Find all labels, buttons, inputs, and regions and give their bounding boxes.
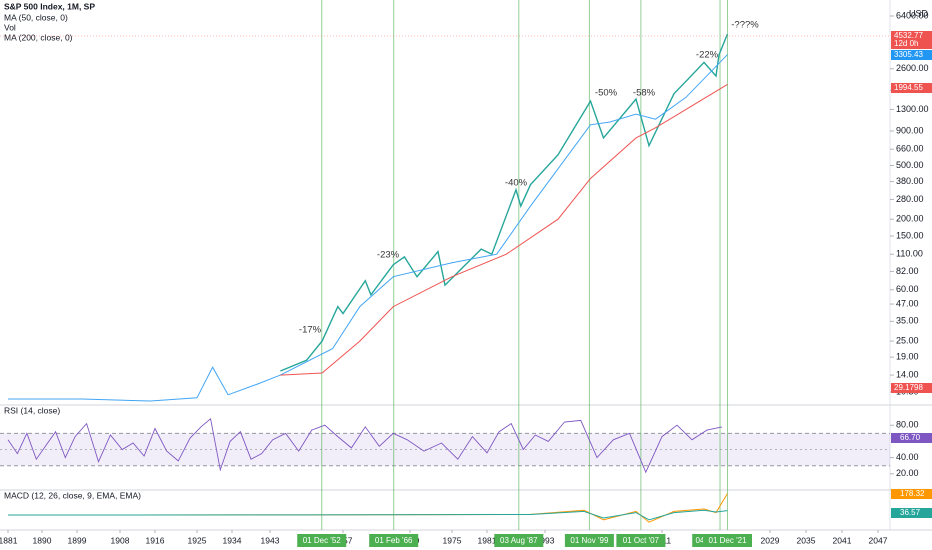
y-tick-label: 660.00: [896, 144, 924, 154]
rsi-title: RSI (14, close): [4, 405, 60, 415]
rsi-tick-label: 20.00: [896, 468, 919, 478]
date-label-bg: [494, 534, 544, 547]
annotation: -???%: [731, 20, 759, 31]
price-line: [280, 33, 729, 372]
macd-badge: [891, 489, 932, 499]
price-badge: [891, 383, 932, 393]
x-tick-label: 2041: [833, 535, 852, 545]
y-tick-label: 47.00: [896, 298, 919, 308]
x-tick-label: 1981: [478, 535, 497, 545]
y-tick-label: 82.00: [896, 266, 919, 276]
legend-title: S&P 500 Index, 1M, SP: [4, 1, 95, 11]
y-tick-label: 900.00: [896, 125, 924, 135]
macd-badge-label: 178.32: [900, 489, 925, 498]
y-tick-label: 35.00: [896, 316, 919, 326]
annotation: -22%: [696, 50, 719, 61]
date-label: 01 Oct '07: [623, 536, 660, 545]
x-tick-label: 2047: [869, 535, 888, 545]
y-tick-label: 6400.00: [896, 10, 929, 20]
date-label-bg: [616, 534, 666, 547]
x-tick-label: 2029: [761, 535, 780, 545]
y-tick-label: 60.00: [896, 284, 919, 294]
date-label-bg: [297, 534, 347, 547]
date-label: 01 Dec '52: [303, 536, 342, 545]
rsi-tick-label: 40.00: [896, 452, 919, 462]
legend-entry: MA (200, close, 0): [4, 32, 73, 42]
date-label-bg: [703, 534, 753, 547]
x-tick-label: 1943: [261, 535, 280, 545]
y-tick-label: 380.00: [896, 176, 924, 186]
y-tick-label: 110.00: [896, 249, 923, 259]
price-badge: [891, 50, 932, 60]
macd-line: [7, 509, 728, 521]
y-tick-label: 2600.00: [896, 63, 929, 73]
date-label: 01 Feb '66: [375, 536, 413, 545]
y-tick-label: 200.00: [896, 214, 924, 224]
annotation: -17%: [299, 325, 322, 336]
price-badge: [891, 39, 932, 49]
y-tick-label: 14.00: [896, 369, 919, 379]
macd-badge-label: 36.57: [900, 508, 921, 517]
rsi-tick-label: 80.00: [896, 420, 919, 430]
price-badge-label: 1994.55: [894, 83, 923, 92]
macd-badge: [891, 508, 932, 518]
x-tick-label: 1908: [111, 535, 130, 545]
legend-entry: MA (50, close, 0): [4, 12, 68, 22]
x-tick-label: 1993: [536, 535, 555, 545]
rsi-line: [7, 417, 723, 474]
y-tick-label: 280.00: [896, 194, 924, 204]
y-tick-label: 19.00: [896, 352, 919, 362]
price-badge-label: 4532.77: [894, 31, 923, 40]
date-label: 01 Dec '21: [709, 536, 748, 545]
x-tick-label: 1899: [68, 535, 87, 545]
macd-title: MACD (12, 26, close, 9, EMA, EMA): [4, 490, 141, 500]
moving-average: [280, 83, 728, 376]
price-badge-label: 12d 0h: [894, 39, 918, 48]
x-tick-label: 1925: [188, 535, 207, 545]
legend-entry: Vol: [4, 22, 16, 32]
y-tick-label: 500.00: [896, 160, 924, 170]
x-tick-label: 1890: [33, 535, 52, 545]
price-badge-label: 3305.43: [894, 50, 923, 59]
x-tick-label: 1975: [443, 535, 462, 545]
price-badge-label: 29.1798: [894, 383, 923, 392]
date-label: 03 Aug '87: [500, 536, 538, 545]
rsi-badge: [891, 433, 932, 443]
annotation: -50%: [595, 88, 618, 99]
price-badge: [891, 83, 932, 93]
y-tick-label: 150.00: [896, 230, 924, 240]
x-tick-label: 1881: [0, 535, 18, 545]
x-tick-label: 2035: [797, 535, 816, 545]
date-label-bg: [564, 534, 614, 547]
rsi-badge-label: 66.70: [900, 433, 921, 442]
x-tick-label: 1934: [223, 535, 242, 545]
price-badge: [891, 31, 932, 41]
x-tick-label: 1916: [146, 535, 165, 545]
moving-average: [8, 54, 728, 402]
annotation: -23%: [377, 250, 400, 261]
currency: USD: [909, 8, 929, 18]
date-label-bg: [369, 534, 419, 547]
annotation: -40%: [505, 178, 528, 189]
annotation: -58%: [633, 88, 656, 99]
y-tick-label: 25.00: [896, 335, 919, 345]
y-tick-label: 1300.00: [896, 104, 929, 114]
date-label: 01 Nov '99: [570, 536, 609, 545]
